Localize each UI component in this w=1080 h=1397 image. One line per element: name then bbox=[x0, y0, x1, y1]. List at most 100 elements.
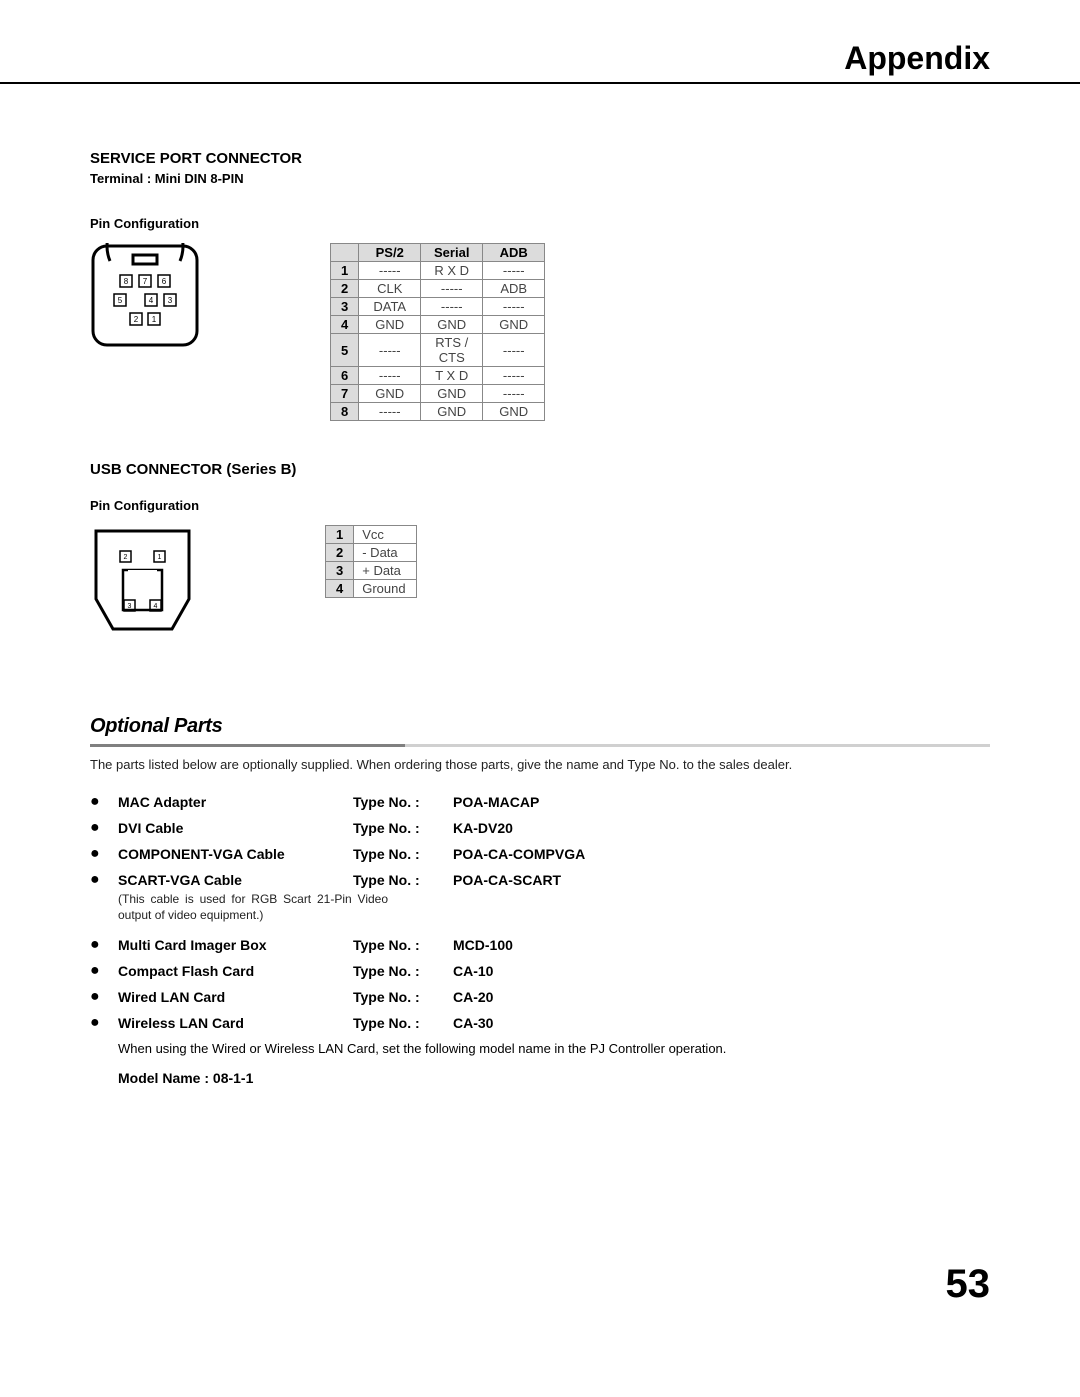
part-note: (This cable is used for RGB Scart 21-Pin… bbox=[118, 892, 388, 923]
svg-text:4: 4 bbox=[149, 296, 154, 305]
svg-text:4: 4 bbox=[154, 603, 158, 610]
parts-row: ●Compact Flash CardType No. :CA-10 bbox=[90, 963, 990, 979]
parts-row: ●COMPONENT-VGA CableType No. :POA-CA-COM… bbox=[90, 846, 990, 862]
parts-row: ●DVI CableType No. :KA-DV20 bbox=[90, 820, 990, 836]
cell: ----- bbox=[359, 367, 421, 385]
cell: - Data bbox=[354, 544, 416, 562]
row-num: 1 bbox=[331, 262, 359, 280]
cell: DATA bbox=[359, 298, 421, 316]
type-label: Type No. : bbox=[353, 963, 453, 979]
cell: GND bbox=[359, 316, 421, 334]
parts-list: ●MAC AdapterType No. :POA-MACAP●DVI Cabl… bbox=[90, 794, 990, 1031]
type-label: Type No. : bbox=[353, 794, 453, 810]
cell: ----- bbox=[483, 334, 545, 367]
cell: ----- bbox=[483, 385, 545, 403]
row-num: 3 bbox=[326, 562, 354, 580]
col-header: ADB bbox=[483, 244, 545, 262]
cell: RTS / CTS bbox=[421, 334, 483, 367]
part-name: COMPONENT-VGA Cable bbox=[118, 846, 353, 862]
cell: GND bbox=[421, 385, 483, 403]
row-num: 4 bbox=[331, 316, 359, 334]
cell: T X D bbox=[421, 367, 483, 385]
bullet-icon: ● bbox=[90, 1015, 118, 1031]
cell: GND bbox=[359, 385, 421, 403]
bullet-icon: ● bbox=[90, 963, 118, 979]
type-label: Type No. : bbox=[353, 872, 453, 888]
table-row: 1Vcc bbox=[326, 526, 417, 544]
usb-pin-table: 1Vcc2- Data3+ Data4Ground bbox=[325, 525, 417, 598]
cell: ----- bbox=[421, 280, 483, 298]
gradient-rule bbox=[90, 744, 990, 747]
page-title: Appendix bbox=[844, 40, 990, 77]
pin-config-label: Pin Configuration bbox=[90, 498, 990, 513]
svg-text:7: 7 bbox=[143, 277, 148, 286]
cell: R X D bbox=[421, 262, 483, 280]
row-num: 5 bbox=[331, 334, 359, 367]
optional-parts-heading: Optional Parts bbox=[90, 715, 990, 738]
cell: ----- bbox=[359, 334, 421, 367]
bullet-icon: ● bbox=[90, 846, 118, 862]
type-value: POA-CA-SCART bbox=[453, 872, 561, 888]
svg-text:3: 3 bbox=[168, 296, 173, 305]
parts-intro-text: The parts listed below are optionally su… bbox=[90, 757, 990, 772]
cell: ----- bbox=[359, 403, 421, 421]
type-label: Type No. : bbox=[353, 1015, 453, 1031]
usb-heading: USB CONNECTOR (Series B) bbox=[90, 461, 990, 478]
row-num: 4 bbox=[326, 580, 354, 598]
lan-note: When using the Wired or Wireless LAN Car… bbox=[118, 1041, 990, 1056]
part-name: SCART-VGA Cable bbox=[118, 872, 353, 888]
cell: ----- bbox=[483, 262, 545, 280]
table-row: 3+ Data bbox=[326, 562, 417, 580]
bullet-icon: ● bbox=[90, 872, 118, 888]
table-row: 4GNDGNDGND bbox=[331, 316, 545, 334]
part-name: Wired LAN Card bbox=[118, 989, 353, 1005]
row-num: 2 bbox=[326, 544, 354, 562]
cell: Vcc bbox=[354, 526, 416, 544]
bullet-icon: ● bbox=[90, 989, 118, 1005]
table-row: 2CLK-----ADB bbox=[331, 280, 545, 298]
table-row: 3DATA---------- bbox=[331, 298, 545, 316]
cell: ----- bbox=[483, 298, 545, 316]
table-row: 6-----T X D----- bbox=[331, 367, 545, 385]
row-num: 1 bbox=[326, 526, 354, 544]
type-value: POA-CA-COMPVGA bbox=[453, 846, 585, 862]
row-num: 7 bbox=[331, 385, 359, 403]
table-row: 1-----R X D----- bbox=[331, 262, 545, 280]
cell: GND bbox=[483, 403, 545, 421]
type-label: Type No. : bbox=[353, 846, 453, 862]
terminal-label: Terminal : Mini DIN 8-PIN bbox=[90, 171, 990, 186]
cell: ADB bbox=[483, 280, 545, 298]
svg-text:8: 8 bbox=[124, 277, 129, 286]
cell: GND bbox=[421, 316, 483, 334]
svg-text:6: 6 bbox=[162, 277, 167, 286]
type-value: MCD-100 bbox=[453, 937, 513, 953]
row-num: 8 bbox=[331, 403, 359, 421]
col-header: Serial bbox=[421, 244, 483, 262]
part-name: Multi Card Imager Box bbox=[118, 937, 353, 953]
model-name: Model Name : 08-1-1 bbox=[118, 1070, 990, 1086]
part-name: Compact Flash Card bbox=[118, 963, 353, 979]
type-value: POA-MACAP bbox=[453, 794, 539, 810]
page-number: 53 bbox=[946, 1262, 991, 1307]
cell: ----- bbox=[421, 298, 483, 316]
svg-text:2: 2 bbox=[134, 315, 139, 324]
parts-row: ●Wireless LAN CardType No. :CA-30 bbox=[90, 1015, 990, 1031]
type-label: Type No. : bbox=[353, 937, 453, 953]
usb-connector-row: 2 1 3 4 1Vcc2- Data3+ Data4Ground bbox=[90, 525, 990, 635]
bullet-icon: ● bbox=[90, 937, 118, 953]
part-name: DVI Cable bbox=[118, 820, 353, 836]
parts-row: ●MAC AdapterType No. :POA-MACAP bbox=[90, 794, 990, 810]
col-header: PS/2 bbox=[359, 244, 421, 262]
cell: ----- bbox=[359, 262, 421, 280]
parts-row: ●Wired LAN CardType No. :CA-20 bbox=[90, 989, 990, 1005]
part-name: MAC Adapter bbox=[118, 794, 353, 810]
type-label: Type No. : bbox=[353, 989, 453, 1005]
table-row: 8-----GNDGND bbox=[331, 403, 545, 421]
cell: GND bbox=[483, 316, 545, 334]
part-name: Wireless LAN Card bbox=[118, 1015, 353, 1031]
svg-text:1: 1 bbox=[158, 554, 162, 561]
table-header-row: PS/2 Serial ADB bbox=[331, 244, 545, 262]
bullet-icon: ● bbox=[90, 820, 118, 836]
header-rule bbox=[0, 82, 1080, 84]
table-row: 7GNDGND----- bbox=[331, 385, 545, 403]
